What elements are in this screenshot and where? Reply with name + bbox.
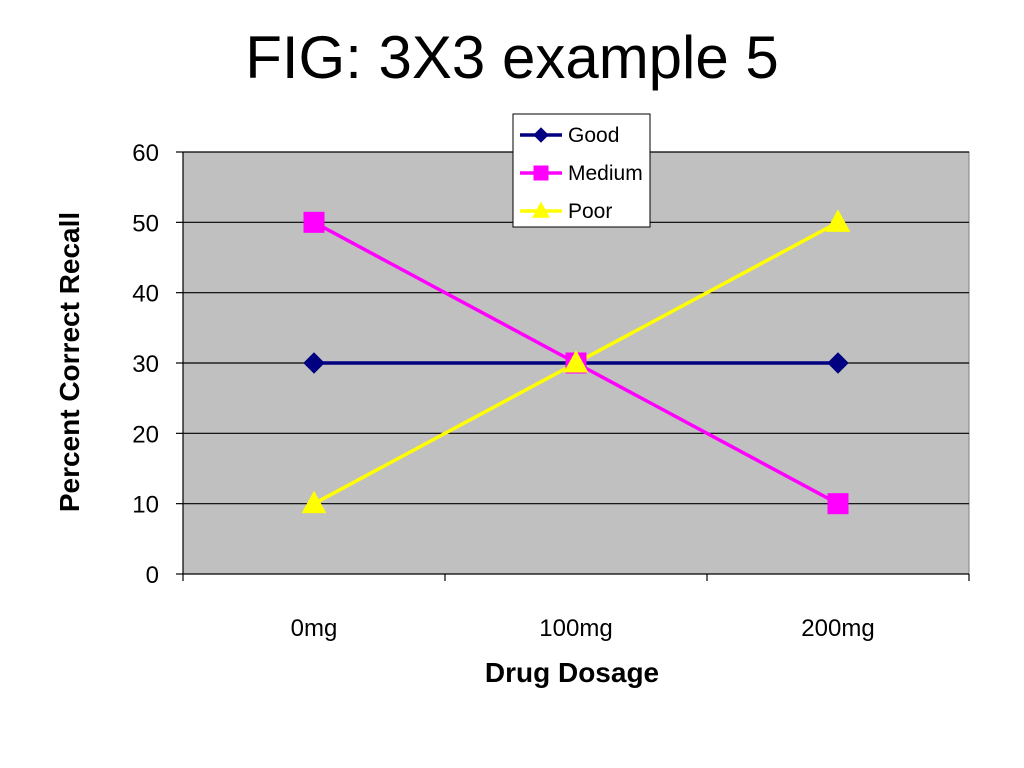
slide-title: FIG: 3X3 example 5 — [245, 24, 779, 91]
x-axis-title: Drug Dosage — [485, 657, 659, 688]
y-tick-label: 50 — [132, 210, 159, 237]
data-point-good — [827, 352, 849, 374]
data-point-good — [303, 352, 325, 374]
legend-marker-good — [533, 127, 549, 143]
y-tick-label: 20 — [132, 421, 159, 448]
y-tick-label: 30 — [132, 351, 159, 378]
legend-label-good: Good — [568, 124, 619, 147]
legend: Good Medium Poor — [512, 113, 651, 228]
tick-labels: 0 10 20 30 40 50 60 0mg 100mg 200mg — [132, 140, 874, 642]
y-axis-title: Percent Correct Recall — [54, 212, 85, 512]
x-tick-label: 0mg — [291, 615, 338, 642]
data-point-poor — [563, 349, 589, 373]
legend-marker-poor — [532, 201, 550, 218]
y-tick-label: 10 — [132, 492, 159, 519]
data-point-poor — [301, 490, 327, 514]
y-tick-label: 40 — [132, 281, 159, 308]
legend-marker-medium — [533, 165, 549, 181]
y-tick-label: 60 — [132, 140, 159, 167]
series-group — [301, 209, 851, 515]
y-tick-label: 0 — [146, 562, 159, 589]
data-point-medium — [827, 493, 849, 515]
legend-label-poor: Poor — [568, 200, 612, 223]
data-point-poor — [825, 209, 851, 232]
x-tick-label: 100mg — [539, 615, 612, 642]
legend-label-medium: Medium — [568, 162, 643, 185]
x-tick-label: 200mg — [801, 615, 874, 642]
data-point-medium — [303, 211, 325, 233]
axes — [176, 151, 970, 581]
